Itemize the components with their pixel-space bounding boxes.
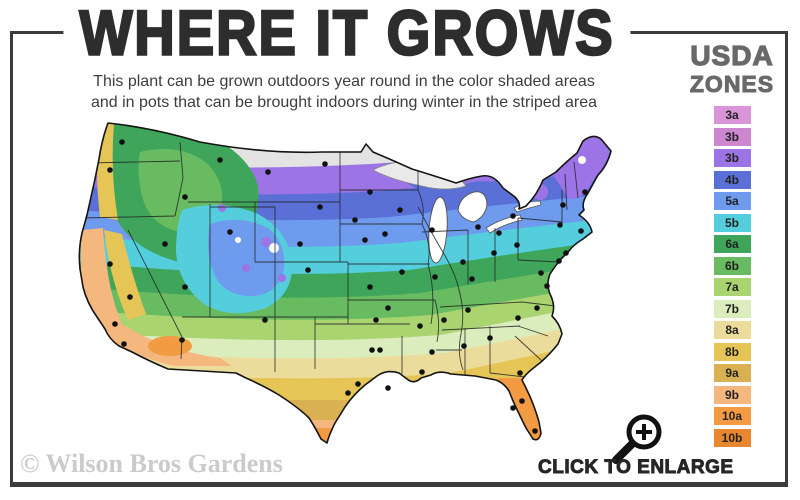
city-dot: [515, 315, 521, 321]
city-dot: [538, 270, 544, 276]
city-dot: [305, 267, 311, 273]
city-dot: [367, 189, 373, 195]
watermark: © Wilson Bros Gardens: [20, 449, 283, 478]
city-dot: [517, 370, 523, 376]
city-dot: [227, 229, 233, 235]
city-dot: [217, 157, 223, 163]
city-dot: [127, 294, 133, 300]
usda-zones-legend: USDA ZONES 3a 3b 3b 4b 5a 5b 6a 6b 7a 7b 8a 8b 9a 9b 1…: [682, 40, 782, 450]
zone-swatch-9b: 9b: [713, 385, 751, 404]
city-dot: [382, 231, 388, 237]
zone-swatch-6b: 6b: [713, 256, 751, 275]
city-dot: [532, 428, 538, 434]
city-dot: [578, 228, 584, 234]
city-dot: [557, 222, 563, 228]
zone-swatch-5b: 5b: [713, 213, 751, 232]
city-dot: [432, 274, 438, 280]
zone-swatch-7a: 7a: [713, 278, 751, 296]
city-dot: [519, 398, 525, 404]
city-dot: [182, 284, 188, 290]
zone-swatch-3a: 3a: [713, 106, 751, 124]
city-dot: [510, 405, 516, 411]
zone-swatch-5a: 5a: [713, 192, 751, 210]
city-dot: [345, 390, 351, 396]
city-dot: [465, 307, 471, 313]
city-dot: [367, 284, 373, 290]
magnifier-plus-icon[interactable]: [610, 410, 670, 470]
city-dot: [373, 317, 379, 323]
subtitle-line1: This plant can be grown outdoors year ro…: [93, 73, 595, 90]
city-dot: [487, 335, 493, 341]
city-dot: [397, 207, 403, 213]
city-dot: [265, 169, 271, 175]
great-lakes: [372, 161, 542, 264]
city-dot: [182, 194, 188, 200]
city-dot: [491, 250, 497, 256]
zone-swatch-4b: 4b: [713, 170, 751, 189]
city-dot: [112, 321, 118, 327]
city-dot: [496, 230, 502, 236]
zone-bands: [79, 123, 612, 443]
city-dot: [475, 224, 481, 230]
city-dot: [162, 241, 168, 247]
zone-swatch-7b: 7b: [713, 299, 751, 318]
zone-swatch-8b: 8b: [713, 342, 751, 361]
city-dot: [514, 242, 520, 248]
city-dot: [534, 305, 540, 311]
zone-swatch-8a: 8a: [713, 321, 751, 339]
city-dot: [119, 139, 125, 145]
city-dot: [399, 269, 405, 275]
city-dot: [417, 323, 423, 329]
city-dot: [560, 202, 566, 208]
city-dot: [461, 343, 467, 349]
city-dot: [297, 241, 303, 247]
city-dot: [582, 189, 588, 195]
city-dot: [107, 167, 113, 173]
click-to-enlarge-button[interactable]: CLICK TO ENLARGE: [538, 457, 734, 479]
city-dot: [355, 381, 361, 387]
city-dot: [429, 227, 435, 233]
zone-swatch-10b: 10b: [713, 428, 751, 447]
page-title: WHERE IT GROWS: [63, 0, 631, 65]
city-dot: [179, 337, 185, 343]
city-dot: [107, 261, 113, 267]
zone-swatch-9a: 9a: [713, 364, 751, 382]
city-dot: [352, 217, 358, 223]
usda-hardiness-zone-map[interactable]: [70, 112, 615, 452]
legend-title-zones: ZONES: [689, 71, 775, 97]
city-dot: [362, 237, 368, 243]
zone-swatch-10a: 10a: [713, 407, 751, 425]
legend-title-usda: USDA: [690, 40, 774, 71]
city-dots: [107, 139, 588, 434]
city-dot: [322, 161, 328, 167]
zone-swatch-3b: 3b: [713, 127, 751, 146]
zone-swatch-list: 3a 3b 3b 4b 5a 5b 6a 6b 7a 7b 8a 8b 9a 9b 10a 10b: [682, 106, 782, 447]
city-dot: [460, 259, 466, 265]
city-dot: [385, 305, 391, 311]
city-dot: [510, 213, 516, 219]
city-dot: [469, 276, 475, 282]
subtitle: This plant can be grown outdoors year ro…: [14, 71, 674, 113]
city-dot: [121, 341, 127, 347]
zone-swatch-6a: 6a: [713, 235, 751, 253]
city-dot: [419, 369, 425, 375]
us-outline: [78, 122, 612, 444]
city-dot: [385, 385, 391, 391]
city-dot: [317, 204, 323, 210]
city-dot: [369, 347, 375, 353]
city-dot: [441, 317, 447, 323]
city-dot: [377, 347, 383, 353]
city-dot: [429, 349, 435, 355]
subtitle-line2: and in pots that can be brought indoors …: [90, 94, 598, 111]
zone-swatch-3b: 3b: [713, 149, 751, 167]
city-dot: [262, 317, 268, 323]
